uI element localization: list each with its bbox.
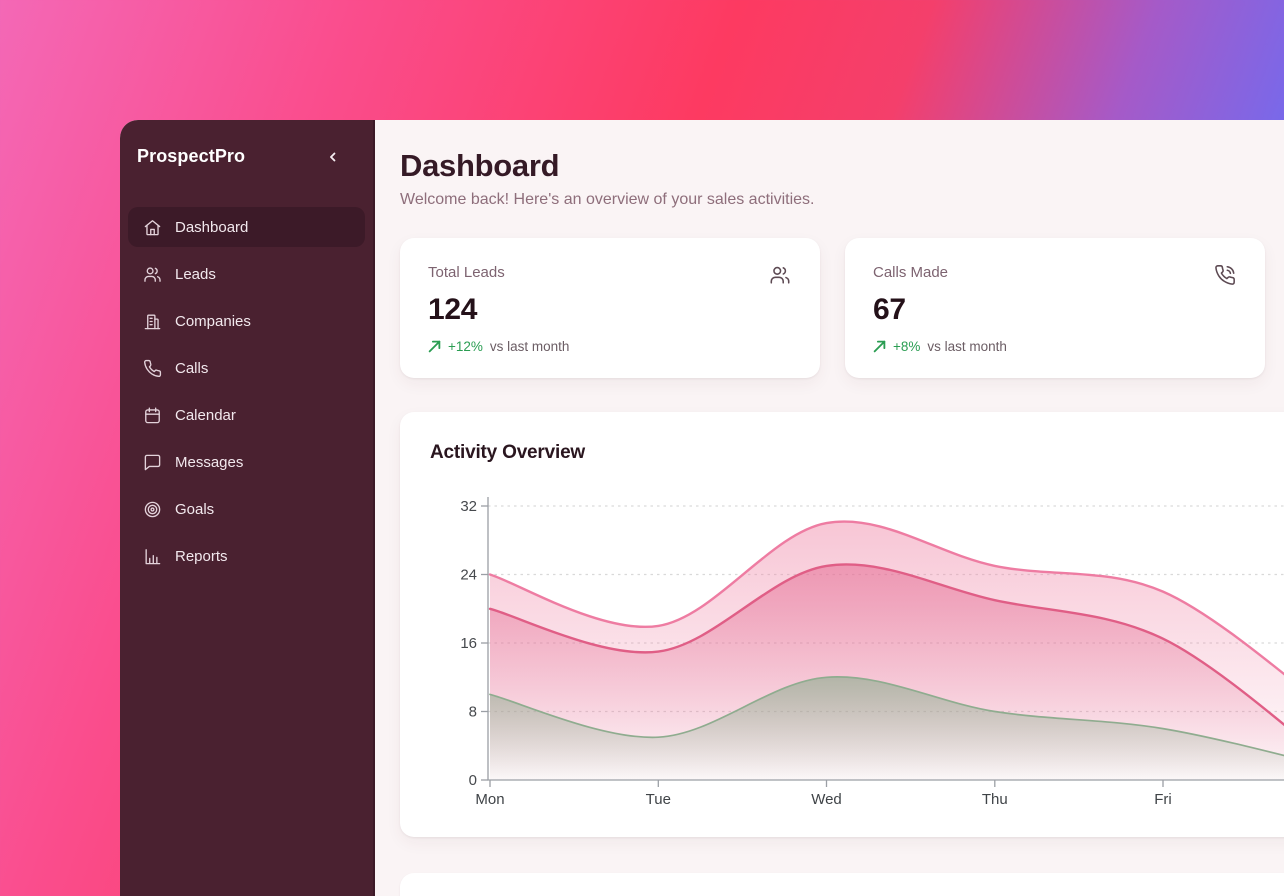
sidebar-item-goals[interactable]: Goals bbox=[128, 489, 365, 529]
sidebar-item-label: Goals bbox=[175, 500, 215, 518]
page-title: Dashboard bbox=[400, 148, 560, 183]
activity-area-chart-svg: 0 8 16 24 32 Mon Tue Wed Thu Fri bbox=[460, 497, 1284, 808]
activity-area-chart: 0 8 16 24 32 Mon Tue Wed Thu Fri bbox=[430, 483, 1284, 813]
phone-call-icon bbox=[1214, 264, 1236, 286]
sidebar-item-calls[interactable]: Calls bbox=[128, 348, 365, 388]
svg-text:0: 0 bbox=[469, 772, 477, 789]
area-green-area bbox=[490, 676, 1284, 780]
sidebar-item-leads[interactable]: Leads bbox=[128, 254, 365, 294]
sidebar-item-label: Leads bbox=[175, 265, 216, 283]
sidebar-item-calendar[interactable]: Calendar bbox=[128, 395, 365, 435]
svg-text:Tue: Tue bbox=[646, 791, 671, 808]
sidebar-item-dashboard[interactable]: Dashboard bbox=[128, 207, 365, 247]
sidebar-item-label: Reports bbox=[175, 547, 228, 565]
svg-text:Mon: Mon bbox=[475, 791, 504, 808]
stat-change-value: +12% bbox=[448, 339, 483, 354]
activity-overview-card: Activity Overview 0 8 16 24 32 Mon Tue Wed Thu Fr… bbox=[400, 412, 1284, 837]
svg-text:32: 32 bbox=[460, 498, 477, 515]
stat-change-row: +8% vs last month bbox=[873, 339, 1237, 354]
stat-value: 67 bbox=[873, 293, 906, 326]
sidebar: ProspectPro Dashboard Leads bbox=[120, 120, 375, 896]
stat-change-note: vs last month bbox=[927, 339, 1007, 354]
chevron-left-icon bbox=[326, 150, 340, 164]
sidebar-item-label: Companies bbox=[175, 312, 251, 330]
line-outer-pink-band bbox=[488, 520, 1284, 676]
stat-value: 124 bbox=[428, 293, 478, 326]
sidebar-item-label: Messages bbox=[175, 453, 244, 471]
sidebar-item-reports[interactable]: Reports bbox=[128, 536, 365, 576]
sidebar-collapse-button[interactable] bbox=[323, 147, 343, 167]
activity-overview-title: Activity Overview bbox=[430, 442, 586, 463]
svg-text:Thu: Thu bbox=[982, 791, 1008, 808]
users-icon bbox=[143, 265, 162, 284]
sidebar-item-messages[interactable]: Messages bbox=[128, 442, 365, 482]
building-icon bbox=[143, 312, 162, 331]
svg-text:24: 24 bbox=[460, 567, 477, 584]
calendar-icon bbox=[143, 406, 162, 425]
sidebar-item-label: Calls bbox=[175, 359, 209, 377]
svg-text:8: 8 bbox=[469, 704, 477, 721]
app-window: ProspectPro Dashboard Leads bbox=[120, 120, 1284, 896]
partial-bottom-card bbox=[400, 873, 1284, 896]
page-subtitle: Welcome back! Here's an overview of your… bbox=[400, 191, 815, 208]
trend-up-arrow-icon bbox=[428, 340, 441, 353]
sidebar-nav: Dashboard Leads Companies Calls bbox=[120, 207, 373, 576]
line-green-area bbox=[489, 676, 1284, 757]
line-inner-rose-band bbox=[488, 563, 1284, 727]
message-square-icon bbox=[143, 453, 162, 472]
svg-text:16: 16 bbox=[460, 635, 477, 652]
stat-change-note: vs last month bbox=[489, 339, 570, 354]
sidebar-header: ProspectPro bbox=[120, 146, 373, 167]
home-icon bbox=[143, 218, 162, 237]
stat-change-row: +12% vs last month bbox=[428, 339, 792, 354]
users-icon bbox=[769, 264, 791, 286]
trend-up-arrow-icon bbox=[873, 340, 886, 353]
stats-row: Total Leads 124 +12% vs last month Calls… bbox=[400, 238, 1284, 378]
stat-card-total-leads: Total Leads 124 +12% vs last month bbox=[400, 238, 820, 378]
sidebar-item-label: Calendar bbox=[175, 406, 236, 424]
brand-logo: ProspectPro bbox=[137, 146, 246, 166]
stat-label: Total Leads bbox=[428, 264, 505, 281]
svg-text:Fri: Fri bbox=[1154, 791, 1172, 808]
bar-chart-icon bbox=[143, 547, 162, 566]
main-content: Dashboard Welcome back! Here's an overvi… bbox=[375, 120, 1284, 896]
target-icon bbox=[143, 500, 162, 519]
phone-icon bbox=[143, 359, 162, 378]
svg-text:Wed: Wed bbox=[811, 791, 842, 808]
stat-label: Calls Made bbox=[873, 264, 949, 281]
sidebar-item-label: Dashboard bbox=[175, 218, 249, 236]
stat-change-value: +8% bbox=[893, 339, 921, 354]
stat-card-calls-made: Calls Made 67 +8% vs last month bbox=[845, 238, 1265, 378]
sidebar-item-companies[interactable]: Companies bbox=[128, 301, 365, 341]
